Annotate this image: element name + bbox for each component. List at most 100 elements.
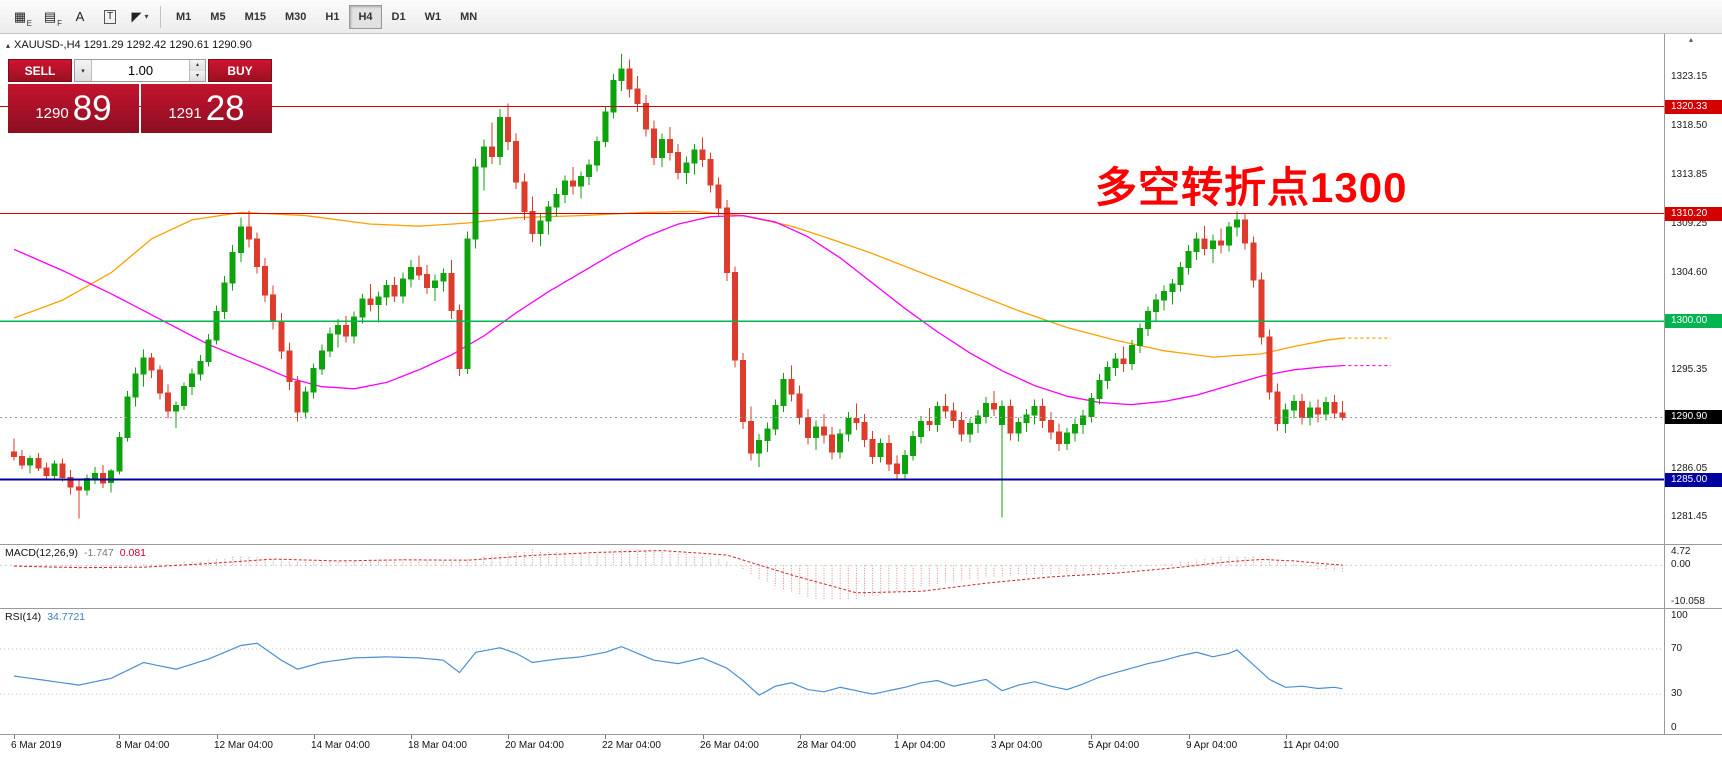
macd-panel: 4.72 0.00 -10.058 MACD(12,26,9) -1.747 0.0… (0, 544, 1722, 608)
volume-field: ▾ 1.00 ▴ ▾ (74, 59, 206, 82)
time-axis-tick (605, 735, 606, 739)
one-click-trade-panel: SELL ▾ 1.00 ▴ ▾ BUY 1290 89 1291 (8, 59, 272, 133)
toolbar-separator (160, 5, 161, 28)
buy-price-pips: 28 (205, 89, 245, 128)
toolbar: ▦ E ▤ F A T ◤ ▾ M1 M5 M15 M30 H1 H4 D1 W1 MN (0, 0, 1722, 34)
macd-main-value: -1.747 (83, 547, 114, 559)
time-axis-label: 12 Mar 04:00 (214, 740, 273, 751)
timeframe-m30-button[interactable]: M30 (276, 5, 315, 29)
time-axis-tick (217, 735, 218, 739)
rsi-chart[interactable] (0, 609, 1664, 734)
macd-axis-label: -10.058 (1671, 596, 1705, 607)
timeframe-h1-button[interactable]: H1 (316, 5, 348, 29)
time-axis-tick (703, 735, 704, 739)
price-level-label: 1285.00 (1665, 473, 1722, 487)
time-axis-label: 14 Mar 04:00 (311, 740, 370, 751)
time-axis-tick (800, 735, 801, 739)
time-axis-label: 28 Mar 04:00 (797, 740, 856, 751)
price-axis-label: 1281.45 (1671, 511, 1708, 522)
time-axis-label: 11 Apr 04:00 (1283, 740, 1339, 751)
time-axis-tick (14, 735, 15, 739)
timeframe-group: M1 M5 M15 M30 H1 H4 D1 W1 MN (167, 4, 486, 29)
time-axis-label: 3 Apr 04:00 (991, 740, 1043, 751)
rsi-axis-label: 70 (1671, 643, 1683, 654)
price-scale-marker-icon: ▴ (1689, 35, 1694, 44)
rsi-value: 34.7721 (47, 611, 86, 623)
price-axis-label: 1304.60 (1671, 267, 1708, 278)
chart-annotation: 多空转折点1300 (1095, 164, 1408, 211)
time-axis-tick (411, 735, 412, 739)
time-axis-tick (994, 735, 995, 739)
chart-candles-icon[interactable]: ▦ E (6, 4, 34, 30)
time-axis-tick (314, 735, 315, 739)
sell-price-pips: 89 (72, 89, 112, 128)
timeframe-w1-button[interactable]: W1 (416, 5, 451, 29)
price-axis-label: 1323.15 (1671, 71, 1708, 82)
macd-axis-label: 4.72 (1671, 546, 1691, 557)
price-axis-label: 1286.05 (1671, 463, 1708, 474)
chart-title: ▴ XAUUSD-,H4 1291.29 1292.42 1290.61 129… (6, 39, 252, 51)
price-level-label: 1320.33 (1665, 100, 1722, 114)
time-axis-tick (1189, 735, 1190, 739)
time-axis-tick (897, 735, 898, 739)
price-axis-label: 1318.50 (1671, 120, 1708, 131)
rsi-axis-label: 100 (1671, 610, 1688, 621)
time-axis-label: 22 Mar 04:00 (602, 740, 661, 751)
time-axis-label: 5 Apr 04:00 (1088, 740, 1140, 751)
candlestick-chart[interactable] (0, 34, 1664, 544)
rsi-axis-label: 0 (1671, 722, 1677, 733)
text-tool-icon[interactable]: T (96, 4, 124, 30)
rsi-panel: 100 70 30 0 RSI(14) 34.7721 (0, 608, 1722, 734)
macd-signal-value: 0.081 (119, 547, 147, 559)
volume-stepper: ▴ ▾ (189, 60, 205, 81)
time-axis-tick (119, 735, 120, 739)
volume-dropdown-icon[interactable]: ▾ (75, 60, 92, 81)
time-axis-label: 8 Mar 04:00 (116, 740, 170, 751)
volume-increase-button[interactable]: ▴ (190, 60, 205, 71)
macd-name: MACD(12,26,9) (5, 547, 78, 559)
main-chart-panel: ▴ 1323.15 1320.33 1318.50 1313.85 1310.20 130… (0, 34, 1722, 544)
time-axis-label: 20 Mar 04:00 (505, 740, 564, 751)
chart-title-text: XAUUSD-,H4 1291.29 1292.42 1290.61 1290.… (14, 39, 252, 51)
time-axis[interactable]: 6 Mar 2019 8 Mar 04:00 12 Mar 04:00 14 Mar … (0, 734, 1722, 758)
time-axis-label: 26 Mar 04:00 (700, 740, 759, 751)
buy-price-button[interactable]: 1291 28 (141, 84, 272, 133)
timeframe-m5-button[interactable]: M5 (201, 5, 234, 29)
time-axis-label: 6 Mar 2019 (11, 740, 62, 751)
buy-price-main: 1291 (168, 105, 202, 122)
time-axis-label: 9 Apr 04:00 (1186, 740, 1238, 751)
text-label-icon[interactable]: A (66, 4, 94, 30)
price-level-label: 1300.00 (1665, 314, 1722, 328)
price-axis[interactable]: ▴ 1323.15 1320.33 1318.50 1313.85 1310.20 130… (1664, 34, 1722, 544)
collapse-panel-icon[interactable]: ▴ (6, 40, 11, 50)
timeframe-d1-button[interactable]: D1 (383, 5, 415, 29)
volume-value[interactable]: 1.00 (127, 63, 154, 78)
rsi-name: RSI(14) (5, 611, 42, 623)
price-level-label: 1310.20 (1665, 207, 1722, 221)
sell-price-button[interactable]: 1290 89 (8, 84, 139, 133)
volume-decrease-button[interactable]: ▾ (190, 70, 205, 81)
rsi-axis[interactable]: 100 70 30 0 (1664, 609, 1722, 734)
price-axis-label: 1313.85 (1671, 169, 1708, 180)
macd-chart[interactable] (0, 545, 1664, 608)
rsi-label: RSI(14) 34.7721 (5, 611, 85, 623)
macd-axis[interactable]: 4.72 0.00 -10.058 (1664, 545, 1722, 608)
sell-price-main: 1290 (35, 105, 69, 122)
sell-button[interactable]: SELL (8, 59, 72, 82)
time-axis-tick (1091, 735, 1092, 739)
buy-button[interactable]: BUY (208, 59, 272, 82)
time-axis-tick (508, 735, 509, 739)
timeframe-mn-button[interactable]: MN (451, 5, 486, 29)
chart-tools-group: ▦ E ▤ F A T ◤ ▾ (6, 4, 154, 30)
timeframe-m1-button[interactable]: M1 (167, 5, 200, 29)
chart-grid-icon[interactable]: ▤ F (36, 4, 64, 30)
timeframe-h4-button[interactable]: H4 (349, 4, 382, 29)
time-axis-tick (1286, 735, 1287, 739)
macd-axis-label: 0.00 (1671, 559, 1691, 570)
macd-label: MACD(12,26,9) -1.747 0.081 (5, 547, 146, 559)
timeframe-m15-button[interactable]: M15 (236, 5, 275, 29)
cursor-tool-icon[interactable]: ◤ ▾ (126, 4, 154, 30)
time-axis-label: 18 Mar 04:00 (408, 740, 467, 751)
price-axis-label: 1295.35 (1671, 364, 1708, 375)
